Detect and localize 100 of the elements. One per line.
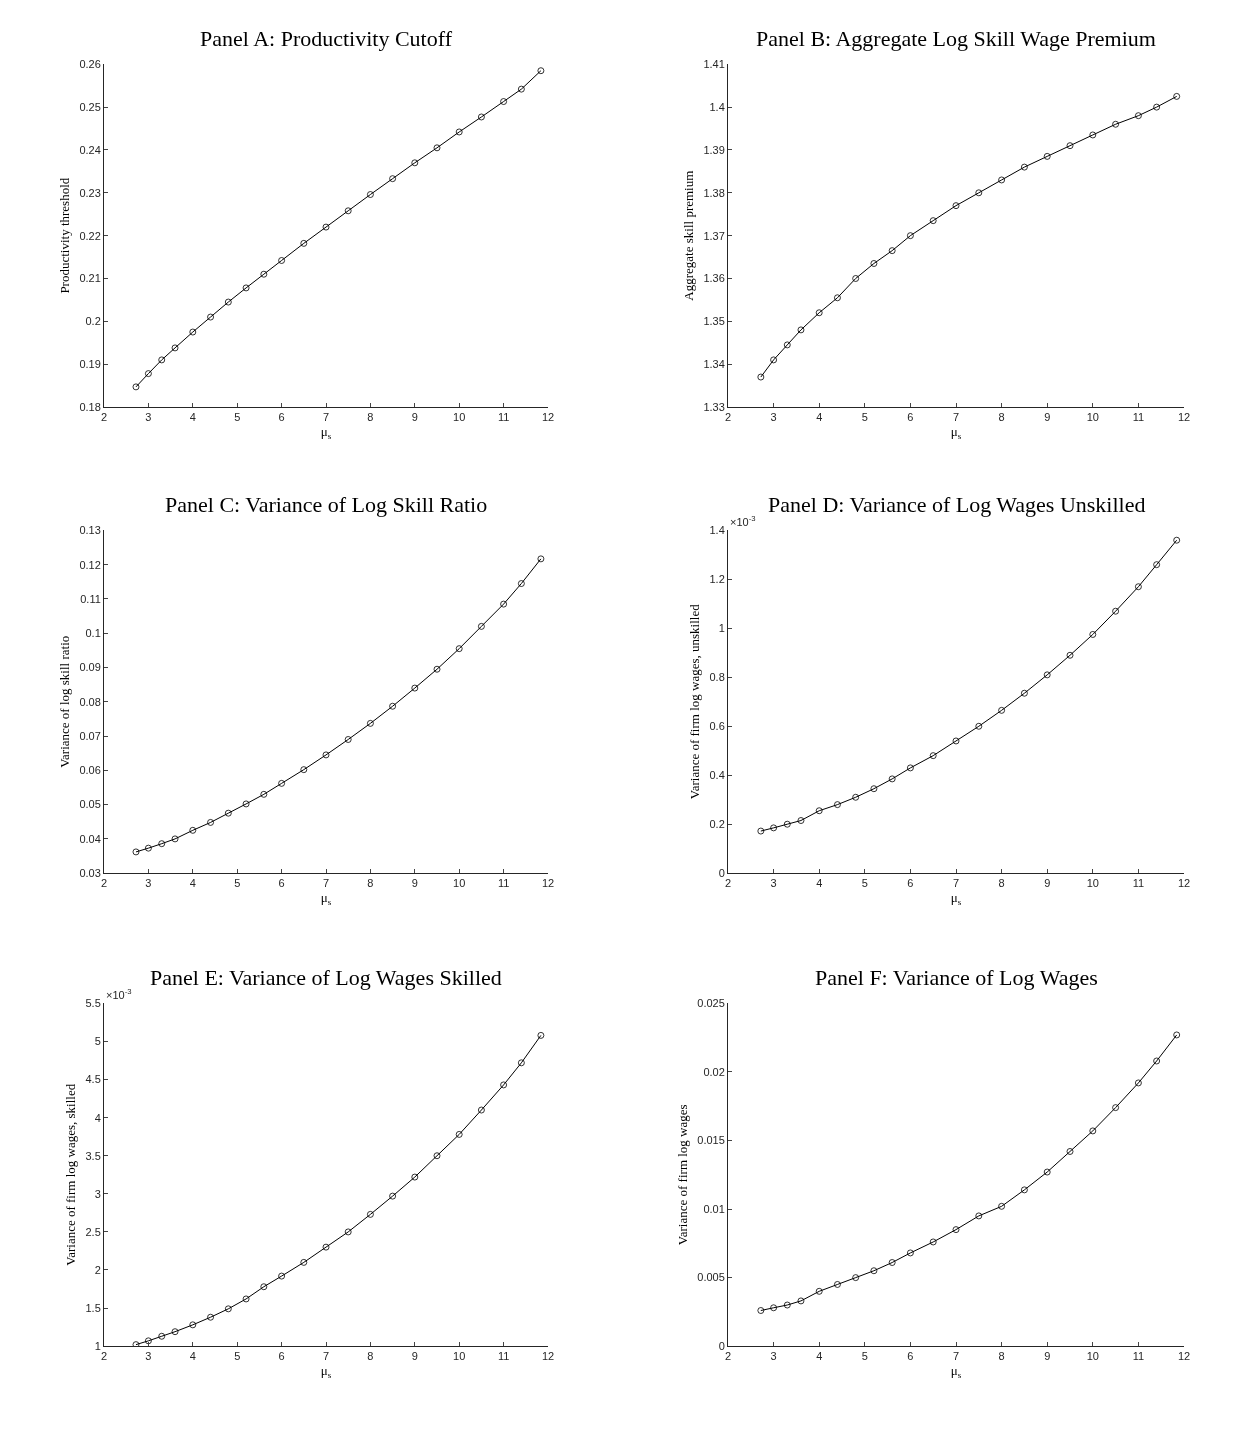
- point: [815, 309, 823, 317]
- point: [1112, 120, 1119, 128]
- point: [1089, 631, 1097, 638]
- point: [411, 1173, 419, 1181]
- point: [1066, 651, 1074, 659]
- x-tick-label: 3: [145, 411, 152, 424]
- x-tick-label: 8: [367, 1350, 374, 1363]
- x-tick-label: 9: [411, 411, 418, 424]
- point: [834, 1281, 841, 1288]
- point: [998, 706, 1005, 714]
- point: [478, 622, 485, 630]
- point: [1043, 671, 1051, 679]
- point: [145, 844, 152, 852]
- point: [260, 270, 268, 278]
- x-tick-label: 10: [453, 1350, 466, 1363]
- x-tick-label: 12: [1177, 411, 1191, 424]
- point: [158, 356, 166, 364]
- y-tick-label: 1: [94, 1340, 101, 1353]
- y-tick-label: 1.35: [703, 315, 725, 328]
- y-tick-label: 4.5: [85, 1073, 101, 1086]
- point: [1173, 93, 1181, 100]
- y-tick-label: 3.5: [85, 1149, 101, 1162]
- point: [870, 785, 878, 793]
- x-tick-label: 9: [1044, 411, 1051, 424]
- point: [189, 826, 197, 834]
- point: [1021, 1186, 1028, 1194]
- point: [870, 1267, 878, 1275]
- y-tick-label: 0.8: [709, 671, 725, 684]
- point: [433, 665, 441, 673]
- y-tick-label: 0.08: [79, 695, 101, 708]
- y-tick-label: 5.5: [85, 997, 101, 1010]
- x-tick-label: 7: [322, 411, 330, 424]
- point: [344, 1228, 352, 1236]
- x-tick-label: 6: [278, 411, 285, 424]
- point: [344, 207, 352, 215]
- y-tick-label: 2.5: [85, 1225, 101, 1238]
- point: [815, 807, 823, 815]
- x-tick-label: 10: [1086, 1350, 1099, 1363]
- y-tick-label: 0.2: [85, 315, 101, 328]
- x-tick-label: 7: [952, 877, 960, 890]
- x-tick-label: 11: [1132, 1350, 1145, 1363]
- point: [975, 189, 983, 197]
- x-tick-label: 5: [234, 877, 241, 890]
- y-tick-label: 0.25: [79, 100, 101, 113]
- y-tick-label: 1.5: [85, 1301, 101, 1314]
- point: [145, 370, 152, 377]
- point: [834, 801, 841, 809]
- x-tick-label: 7: [322, 1350, 330, 1363]
- y-tick-label: 0: [718, 1340, 725, 1353]
- point: [929, 217, 937, 225]
- y-tick-label: 1.34: [703, 358, 725, 371]
- y-tick-label: 5: [94, 1035, 101, 1048]
- x-tick-label: 5: [861, 1350, 868, 1363]
- x-tick-label: 3: [770, 877, 777, 890]
- point: [834, 294, 841, 302]
- point: [322, 223, 330, 231]
- point: [171, 1328, 179, 1336]
- point: [1153, 1057, 1161, 1065]
- point: [783, 341, 791, 349]
- chart-title: Panel A: Productivity Cutoff: [200, 26, 453, 51]
- y-tick-label: 1.39: [703, 143, 725, 156]
- point: [929, 752, 937, 760]
- y-tick-label: 1.4: [709, 524, 725, 537]
- x-tick-label: 3: [145, 1350, 152, 1363]
- y-tick-label: 1.37: [703, 229, 725, 242]
- point: [224, 809, 232, 817]
- point: [757, 1307, 765, 1314]
- x-tick-label: 10: [1086, 877, 1099, 890]
- chart-title: Panel B: Aggregate Log Skill Wage Premium: [756, 26, 1156, 51]
- x-tick-label: 5: [234, 1350, 241, 1363]
- point: [797, 326, 805, 334]
- x-tick-label: 4: [816, 1350, 823, 1363]
- x-tick-label: 3: [770, 1350, 777, 1363]
- point: [907, 232, 914, 240]
- y-axis-title: Productivity threshold: [57, 177, 73, 294]
- y-axis-title: Variance of firm log wages, unskilled: [687, 603, 703, 800]
- y-tick-label: 0.24: [79, 143, 101, 156]
- x-tick-label: 6: [278, 877, 285, 890]
- point: [367, 1210, 374, 1218]
- point: [189, 1321, 197, 1329]
- y-tick-label: 0.005: [697, 1271, 725, 1284]
- point: [158, 1332, 166, 1340]
- point: [1112, 1104, 1119, 1112]
- point: [998, 176, 1005, 184]
- y-tick-label: 0.05: [79, 798, 101, 811]
- y-tick-label: 0.02: [703, 1065, 725, 1078]
- point: [171, 835, 179, 843]
- point: [389, 175, 396, 183]
- point: [158, 840, 166, 848]
- point: [1112, 607, 1119, 615]
- point: [870, 260, 878, 267]
- x-tick-label: 3: [145, 877, 152, 890]
- point: [344, 736, 352, 743]
- point: [1066, 142, 1074, 150]
- x-tick-label: 8: [998, 411, 1005, 424]
- point: [757, 373, 765, 381]
- y-tick-label: 1.36: [703, 272, 725, 285]
- y-tick-label: 0.19: [79, 358, 101, 371]
- point: [478, 1106, 485, 1114]
- point: [952, 737, 960, 745]
